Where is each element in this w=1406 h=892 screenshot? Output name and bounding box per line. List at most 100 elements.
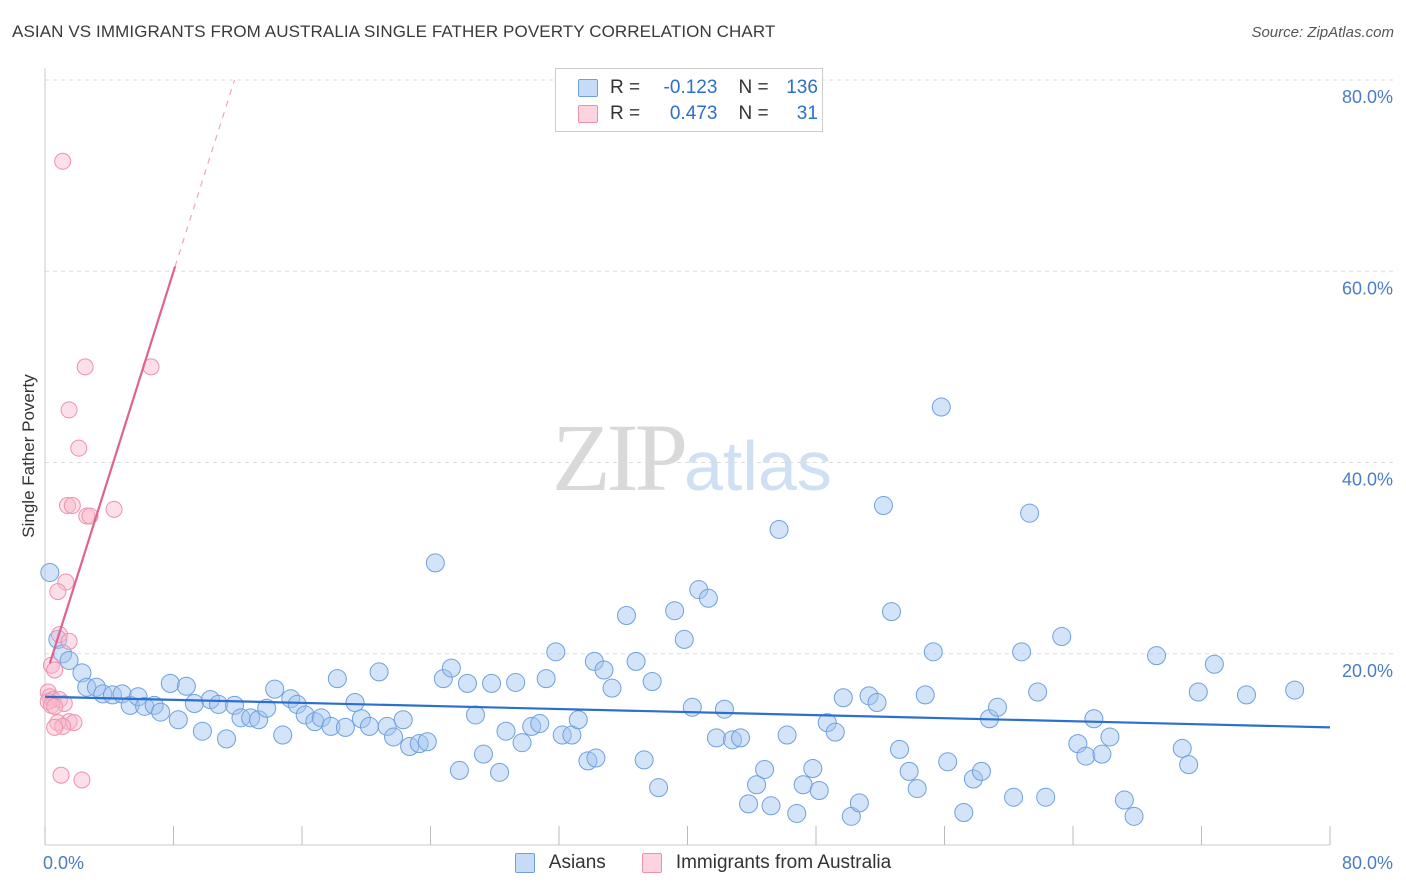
- asian-point: [1147, 646, 1167, 666]
- asian-point: [433, 669, 453, 689]
- australia-point: [105, 500, 123, 518]
- australia-point: [76, 358, 94, 376]
- asian-point: [1084, 709, 1104, 729]
- watermark-zip: ZIP: [552, 404, 688, 511]
- australia-point: [60, 401, 78, 419]
- chart-title: ASIAN VS IMMIGRANTS FROM AUSTRALIA SINGL…: [12, 22, 776, 41]
- asian-point: [890, 739, 910, 759]
- asian-point: [441, 658, 461, 678]
- asian-point: [393, 710, 413, 730]
- source-credit: Source: ZipAtlas.com: [1251, 24, 1394, 41]
- asian-point: [1179, 755, 1199, 775]
- asian-point: [777, 725, 797, 745]
- asian-point: [809, 780, 829, 800]
- asian-point: [287, 694, 307, 714]
- asian-point: [457, 673, 477, 693]
- asian-point: [176, 676, 196, 696]
- asian-point: [817, 713, 837, 733]
- asian-point: [931, 397, 951, 417]
- asian-point: [506, 672, 526, 692]
- legend-r-label: R =: [610, 103, 641, 124]
- asian-trend-line: [44, 695, 1331, 729]
- asian-point: [59, 650, 79, 670]
- asian-point: [490, 762, 510, 782]
- asian-point: [602, 678, 622, 698]
- asian-point: [265, 679, 285, 699]
- asian-point: [184, 693, 204, 713]
- asian-point: [706, 728, 726, 748]
- asian-point: [192, 721, 212, 741]
- asian-point: [833, 688, 853, 708]
- australia-point: [55, 694, 73, 712]
- asian-point: [345, 693, 365, 713]
- asian-point: [698, 588, 718, 608]
- tick-labels: 20.0% 40.0% 60.0% 80.0% 0.0% 80.0% Single Fath…: [19, 87, 1393, 873]
- asian-point: [425, 553, 445, 573]
- asian-point: [568, 710, 588, 730]
- axes: [44, 68, 1331, 846]
- asian-point: [642, 671, 662, 691]
- asian-point: [359, 716, 379, 736]
- asian-point: [1004, 787, 1024, 807]
- asian-point: [616, 606, 636, 625]
- legend-item-australia[interactable]: Immigrants from Australia: [641, 852, 891, 874]
- asian-point: [988, 697, 1008, 717]
- asian-point: [151, 702, 171, 722]
- asian-point: [512, 733, 532, 753]
- asian-point: [1188, 682, 1208, 702]
- asian-point: [1052, 627, 1072, 647]
- asian-point: [241, 708, 261, 728]
- asian-point: [72, 663, 92, 683]
- asian-point: [971, 761, 991, 781]
- y-tick-label: 20.0%: [1342, 661, 1393, 681]
- legend-item-asians[interactable]: Asians: [514, 852, 606, 874]
- legend-r-value: 0.473: [669, 103, 718, 124]
- asian-point: [449, 760, 469, 780]
- asian-point: [761, 796, 781, 816]
- correlation-legend: R = -0.123 N = 136 R = 0.473 N = 31: [555, 68, 823, 132]
- y-tick-label: 80.0%: [1342, 87, 1393, 107]
- asian-point: [1036, 787, 1056, 807]
- asian-point: [963, 769, 983, 789]
- asian-point: [546, 642, 566, 662]
- australia-point: [63, 497, 81, 515]
- australia-point: [52, 766, 70, 784]
- asian-point: [40, 562, 60, 582]
- asian-point: [867, 693, 887, 713]
- asian-point: [1020, 503, 1040, 523]
- legend-label-asians: Asians: [548, 852, 606, 873]
- legend-swatch-australia: [641, 853, 662, 873]
- asian-point: [496, 721, 516, 741]
- grid-lines: [45, 79, 1395, 655]
- asian-point: [295, 705, 315, 725]
- asian-point: [160, 673, 180, 693]
- asian-point: [249, 710, 269, 730]
- asian-point: [769, 519, 789, 539]
- trend-lines: [44, 79, 1331, 729]
- asian-point: [474, 744, 494, 764]
- asian-point: [1012, 642, 1032, 662]
- asian-point: [594, 660, 614, 680]
- australia-point: [54, 152, 72, 170]
- asian-point: [217, 729, 237, 749]
- asian-point: [849, 793, 869, 813]
- asian-point: [1285, 680, 1305, 700]
- asian-point: [417, 732, 437, 752]
- asian-point: [586, 748, 606, 768]
- asian-point: [755, 759, 775, 779]
- asian-point: [803, 759, 823, 778]
- asian-point: [915, 685, 935, 705]
- asian-point: [482, 673, 502, 693]
- legend-n-value: 136: [786, 77, 818, 98]
- australia-point: [58, 497, 76, 515]
- asian-point: [674, 629, 694, 649]
- y-axis-label: Single Father Poverty: [19, 374, 38, 538]
- y-tick-label: 40.0%: [1342, 470, 1393, 490]
- australia-trend-line: [48, 266, 177, 664]
- asian-point: [825, 722, 845, 742]
- legend-r-value: -0.123: [663, 77, 718, 98]
- series-asians: [40, 397, 1305, 826]
- asian-point: [682, 697, 702, 717]
- australia-point: [60, 632, 78, 650]
